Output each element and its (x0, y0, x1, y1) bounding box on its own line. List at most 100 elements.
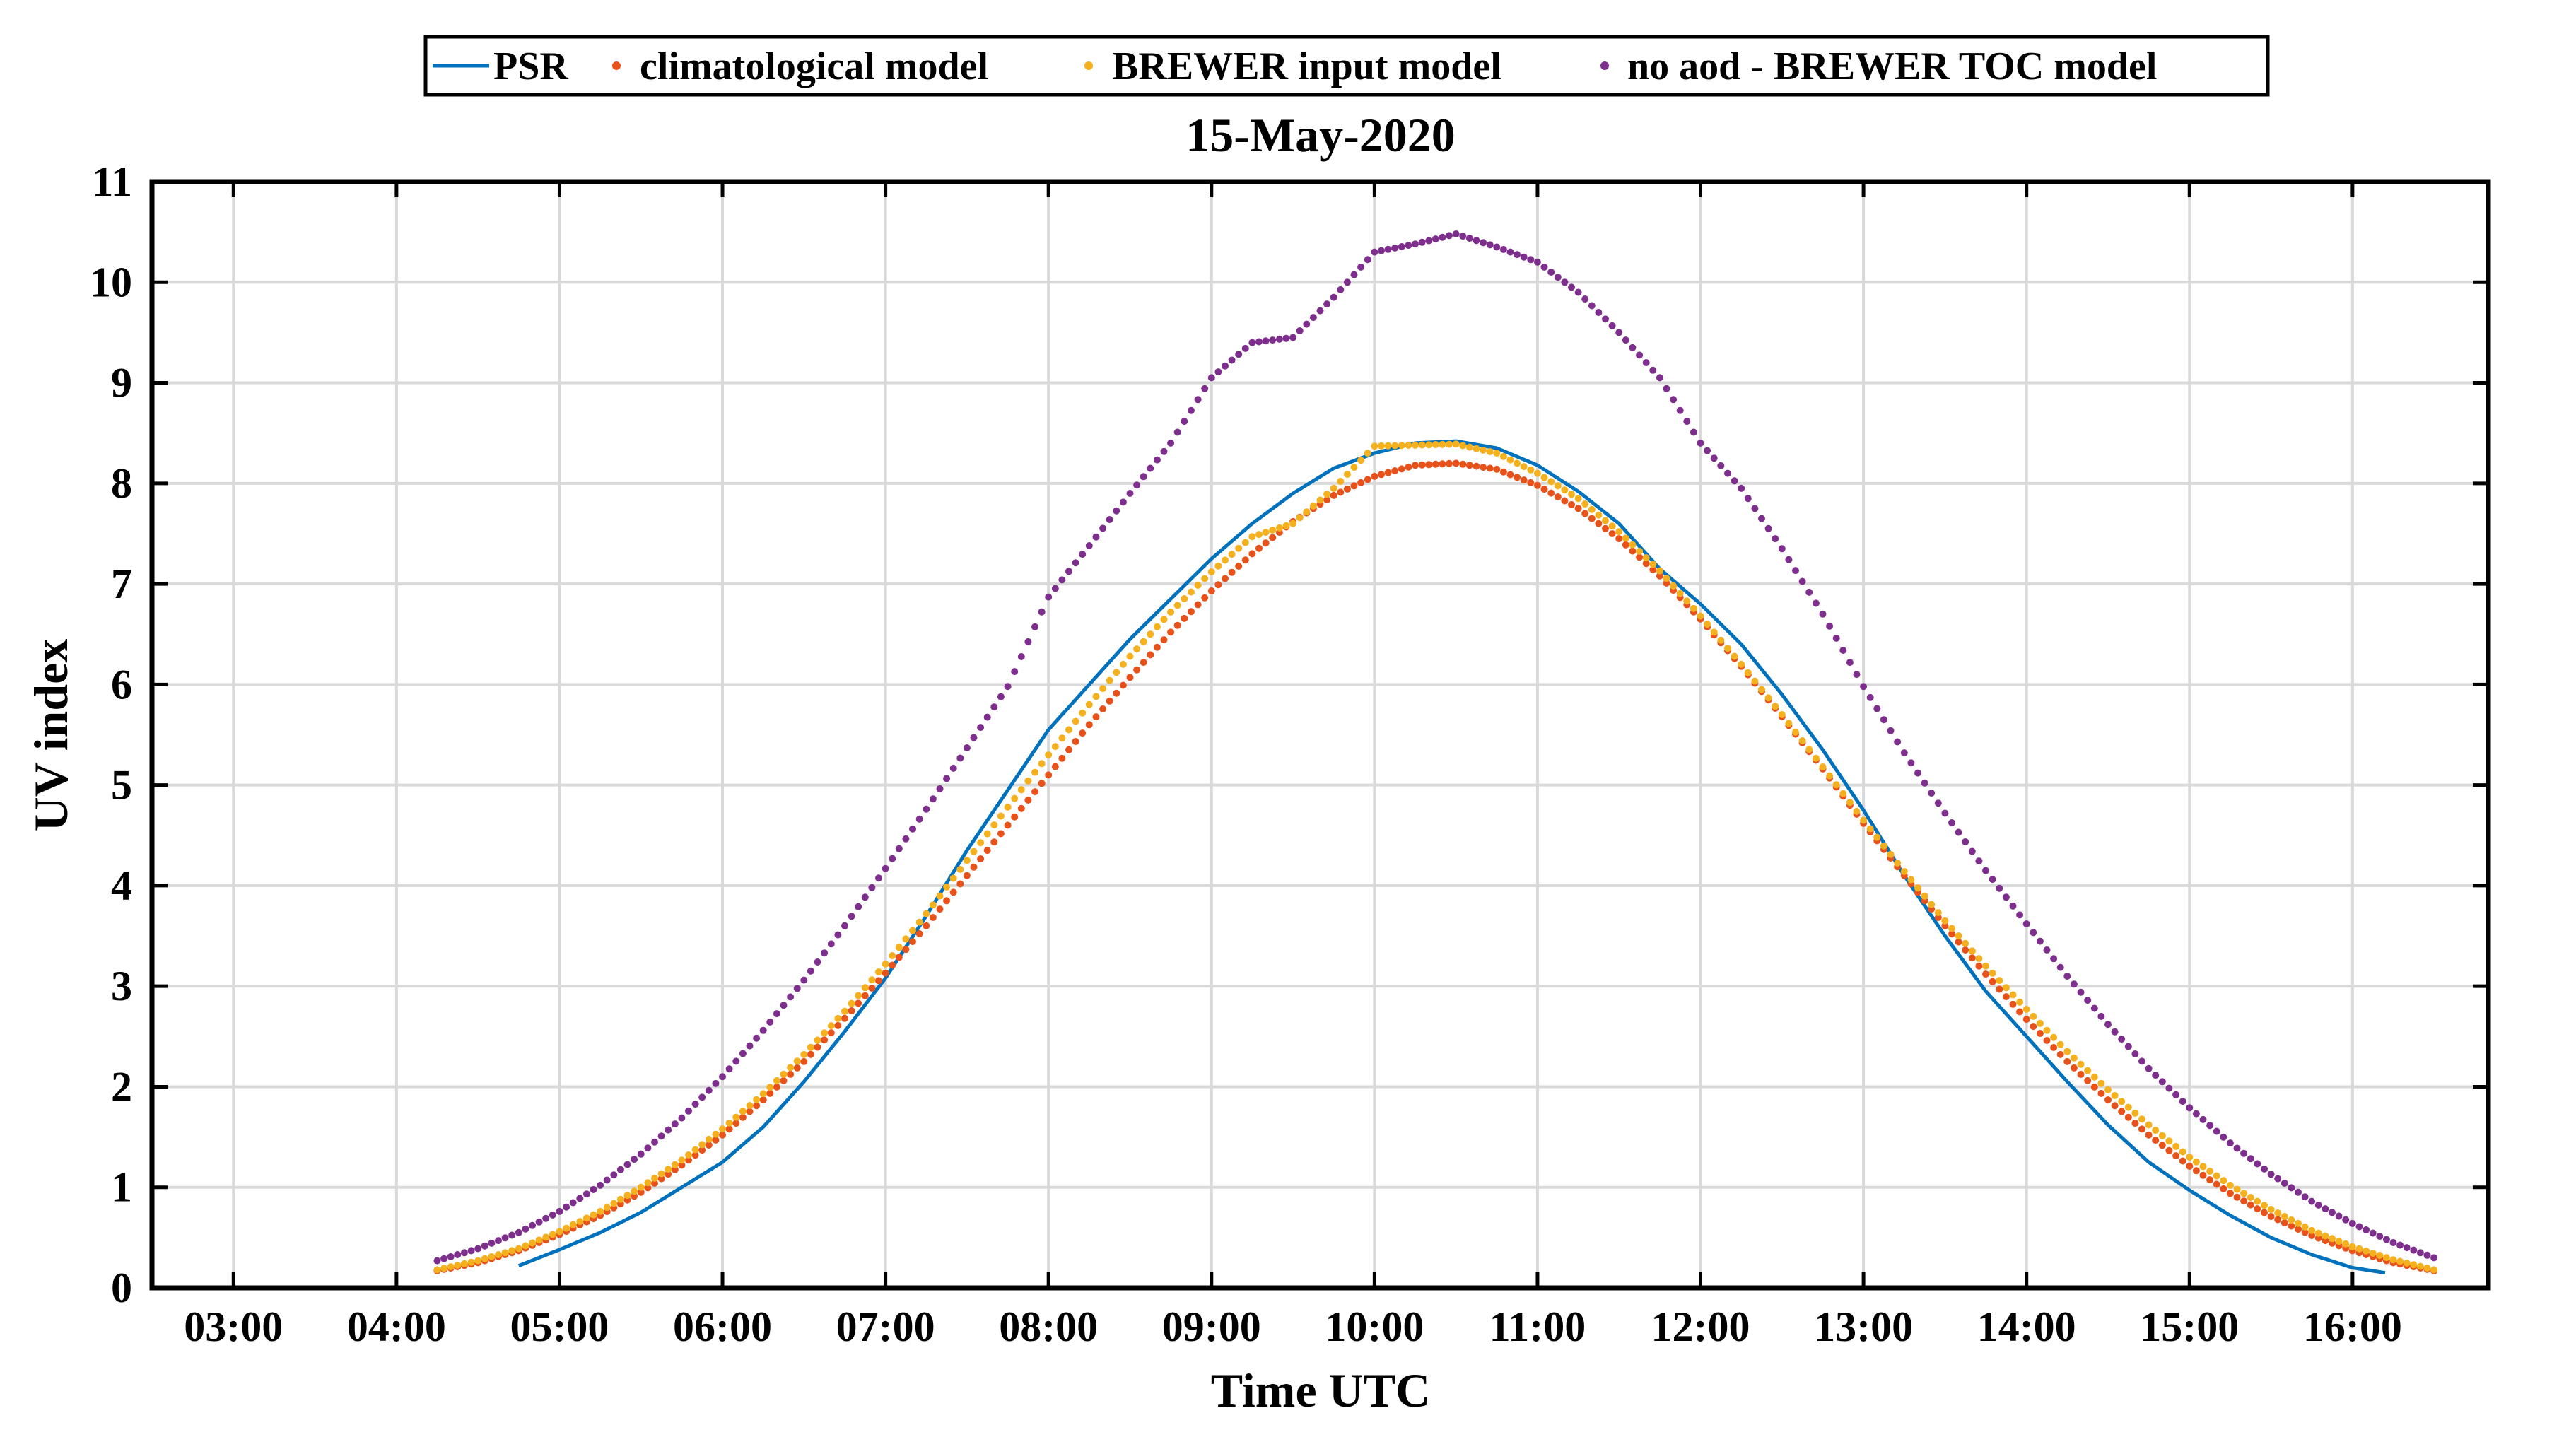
legend-label-no-aod: no aod - BREWER TOC model (1627, 45, 2157, 88)
data-point-climatological-model (1506, 471, 1514, 479)
data-point-brewer-input-model (1860, 816, 1868, 824)
data-point-brewer-input-model (1751, 677, 1759, 685)
data-point-no-aod-brewer-toc-model (529, 1221, 536, 1229)
data-point-brewer-input-model (1968, 947, 1976, 955)
data-point-climatological-model (889, 961, 896, 969)
data-point-no-aod-brewer-toc-model (2308, 1197, 2316, 1205)
data-point-no-aod-brewer-toc-model (1520, 253, 1528, 261)
data-point-climatological-model (1405, 463, 1412, 471)
data-point-brewer-input-model (610, 1200, 618, 1207)
data-point-no-aod-brewer-toc-model (875, 874, 882, 882)
data-point-no-aod-brewer-toc-model (1058, 576, 1066, 584)
data-point-brewer-input-model (943, 884, 951, 891)
data-point-brewer-input-model (1975, 955, 1983, 963)
data-point-no-aod-brewer-toc-model (2152, 1072, 2160, 1079)
data-point-brewer-input-model (1045, 751, 1053, 758)
series-layer (433, 230, 2438, 1275)
data-point-no-aod-brewer-toc-model (2118, 1036, 2126, 1043)
data-point-brewer-input-model (1330, 484, 1337, 492)
data-point-no-aod-brewer-toc-model (800, 976, 808, 984)
data-point-no-aod-brewer-toc-model (1894, 738, 1902, 746)
data-point-climatological-model (1133, 666, 1141, 674)
data-point-brewer-input-model (2267, 1206, 2275, 1213)
data-point-brewer-input-model (488, 1253, 496, 1260)
data-point-no-aod-brewer-toc-model (644, 1144, 652, 1152)
data-point-climatological-model (773, 1083, 780, 1091)
data-point-no-aod-brewer-toc-model (1465, 235, 1473, 242)
data-point-no-aod-brewer-toc-model (2355, 1223, 2363, 1231)
data-point-no-aod-brewer-toc-model (1785, 556, 1793, 563)
data-point-brewer-input-model (2009, 991, 2017, 999)
data-point-no-aod-brewer-toc-model (1072, 559, 1079, 567)
data-point-climatological-model (759, 1096, 767, 1103)
data-point-no-aod-brewer-toc-model (780, 1002, 788, 1009)
data-point-brewer-input-model (1214, 562, 1222, 570)
data-point-brewer-input-model (2389, 1256, 2397, 1264)
data-point-brewer-input-model (759, 1090, 767, 1098)
data-point-climatological-model (2199, 1171, 2207, 1179)
data-point-climatological-model (1642, 560, 1650, 568)
data-point-brewer-input-model (1017, 786, 1025, 794)
data-point-brewer-input-model (2301, 1223, 2309, 1231)
data-point-no-aod-brewer-toc-model (1819, 610, 1827, 618)
data-point-climatological-model (1181, 614, 1188, 622)
data-point-brewer-input-model (1201, 575, 1209, 582)
y-tick-label: 1 (111, 1164, 132, 1211)
data-point-brewer-input-model (1079, 709, 1087, 717)
data-point-brewer-input-model (1499, 452, 1507, 460)
data-point-brewer-input-model (1574, 495, 1582, 503)
data-point-climatological-model (1207, 587, 1215, 594)
data-point-climatological-model (1222, 575, 1229, 582)
data-point-climatological-model (2172, 1152, 2180, 1160)
data-point-brewer-input-model (753, 1096, 761, 1103)
data-point-no-aod-brewer-toc-model (1514, 251, 1521, 259)
data-point-climatological-model (1113, 689, 1120, 697)
data-point-no-aod-brewer-toc-model (2131, 1050, 2139, 1057)
data-point-brewer-input-model (1248, 533, 1256, 541)
data-point-brewer-input-model (929, 901, 937, 909)
data-point-no-aod-brewer-toc-model (447, 1253, 455, 1260)
data-point-no-aod-brewer-toc-model (1228, 356, 1236, 364)
data-point-climatological-model (1398, 465, 1405, 473)
data-point-brewer-input-model (2104, 1086, 2112, 1093)
data-point-no-aod-brewer-toc-model (889, 855, 896, 862)
data-point-brewer-input-model (2213, 1172, 2220, 1180)
data-point-climatological-model (1561, 497, 1569, 505)
data-point-brewer-input-model (746, 1102, 754, 1109)
data-point-climatological-model (2145, 1131, 2153, 1139)
data-point-brewer-input-model (1514, 459, 1521, 467)
data-point-no-aod-brewer-toc-model (1309, 314, 1317, 322)
data-point-no-aod-brewer-toc-model (1493, 243, 1501, 251)
data-point-no-aod-brewer-toc-model (1506, 248, 1514, 256)
data-point-climatological-model (2090, 1083, 2098, 1091)
data-point-climatological-model (1948, 930, 1955, 938)
x-tick-label: 03:00 (184, 1303, 283, 1350)
data-point-climatological-model (1241, 556, 1249, 564)
data-point-no-aod-brewer-toc-model (2329, 1209, 2336, 1216)
data-point-climatological-model (644, 1184, 652, 1192)
data-point-no-aod-brewer-toc-model (1235, 351, 1243, 358)
data-point-climatological-model (1493, 465, 1501, 473)
data-point-no-aod-brewer-toc-model (1887, 727, 1895, 734)
data-point-no-aod-brewer-toc-model (821, 949, 829, 957)
data-point-brewer-input-model (1072, 717, 1079, 725)
data-point-climatological-model (698, 1146, 706, 1154)
legend-marker-no-aod (1600, 61, 1609, 70)
data-point-climatological-model (2002, 993, 2010, 1001)
data-point-brewer-input-model (1764, 694, 1772, 702)
data-point-brewer-input-model (1173, 602, 1181, 609)
data-point-no-aod-brewer-toc-model (542, 1214, 550, 1222)
data-point-no-aod-brewer-toc-model (522, 1225, 529, 1233)
data-point-climatological-model (1248, 550, 1256, 558)
data-point-climatological-model (2152, 1137, 2160, 1144)
data-point-climatological-model (1962, 946, 1969, 954)
data-point-climatological-model (800, 1057, 808, 1065)
data-point-no-aod-brewer-toc-model (2030, 929, 2037, 937)
data-point-no-aod-brewer-toc-model (1051, 585, 1059, 592)
data-point-no-aod-brewer-toc-model (2022, 920, 2030, 927)
data-point-no-aod-brewer-toc-model (746, 1042, 754, 1050)
data-point-brewer-input-model (2118, 1098, 2126, 1105)
data-point-no-aod-brewer-toc-model (2382, 1236, 2390, 1243)
data-point-brewer-input-model (2199, 1163, 2207, 1171)
data-point-no-aod-brewer-toc-model (1561, 278, 1569, 286)
